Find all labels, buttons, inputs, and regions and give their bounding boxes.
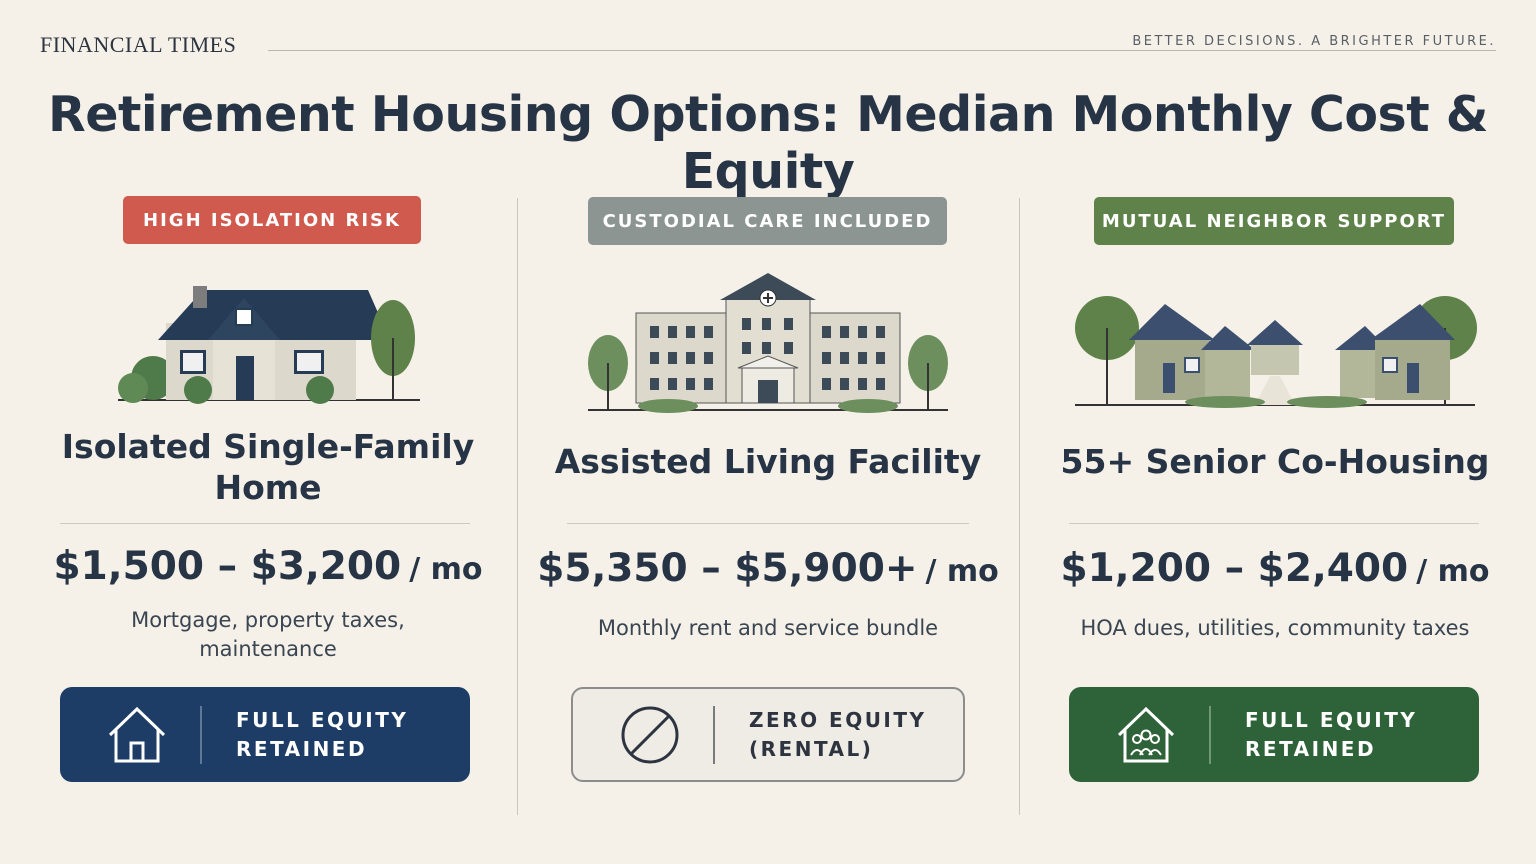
publisher: FINANCIAL TIMES [40,32,237,57]
house-illustration [118,286,420,404]
cost-description: HOA dues, utilities, community taxes [1080,616,1470,640]
divider [517,198,518,815]
equity-label: ZERO EQUITY (RENTAL) [749,707,927,761]
divider [1019,198,1020,815]
option-column: HIGH ISOLATION RISK Isolated Single-Fami… [18,0,518,864]
cost-range: $1,200 – $2,400/ mo [1025,546,1525,591]
cost: $1,200 – $2,400 [1060,546,1409,591]
badge: CUSTODIAL CARE INCLUDED [588,197,947,245]
equity-box: FULL EQUITY RETAINED [1069,687,1479,782]
cost-unit: / mo [925,554,999,589]
equity-label: FULL EQUITY RETAINED [236,707,409,761]
cost-description: Monthly rent and service bundle [597,616,939,640]
option-name: 55+ Senior Co-Housing [1060,442,1490,481]
facility-illustration [588,273,948,413]
badge: MUTUAL NEIGHBOR SUPPORT [1094,197,1454,245]
option-name: Assisted Living Facility [554,442,982,481]
cost-unit: / mo [409,552,483,587]
cost: $1,500 – $3,200 [53,544,402,589]
badge: HIGH ISOLATION RISK [123,196,421,244]
cost-range: $1,500 – $3,200/ mo [18,544,518,589]
option-column: CUSTODIAL CARE INCLUDED Assisted Living … [518,0,1018,864]
no-equity-icon [621,706,679,763]
community-icon [1117,706,1175,762]
title: Retirement Housing Options: Median Month… [48,86,1488,200]
equity-box: ZERO EQUITY (RENTAL) [571,687,965,782]
option-name: Isolated Single-Family Home [61,427,475,507]
cost-unit: / mo [1416,554,1490,589]
separator [60,523,470,524]
cohousing-illustration [1075,296,1477,408]
cost: $5,350 – $5,900+ [537,546,918,591]
separator [567,523,969,524]
house-icon [108,706,166,762]
equity-label: FULL EQUITY RETAINED [1245,707,1418,761]
header-rule [268,50,1496,51]
tagline: BETTER DECISIONS. A BRIGHTER FUTURE. [1132,34,1496,49]
cost-range: $5,350 – $5,900+ / mo [518,546,1018,591]
separator [1069,523,1479,524]
option-column: MUTUAL NEIGHBOR SUPPORT 55+ Senior Co-Ho… [1025,0,1525,864]
equity-box: FULL EQUITY RETAINED [60,687,470,782]
cost-description: Mortgage, property taxes, maintenance [131,608,405,661]
